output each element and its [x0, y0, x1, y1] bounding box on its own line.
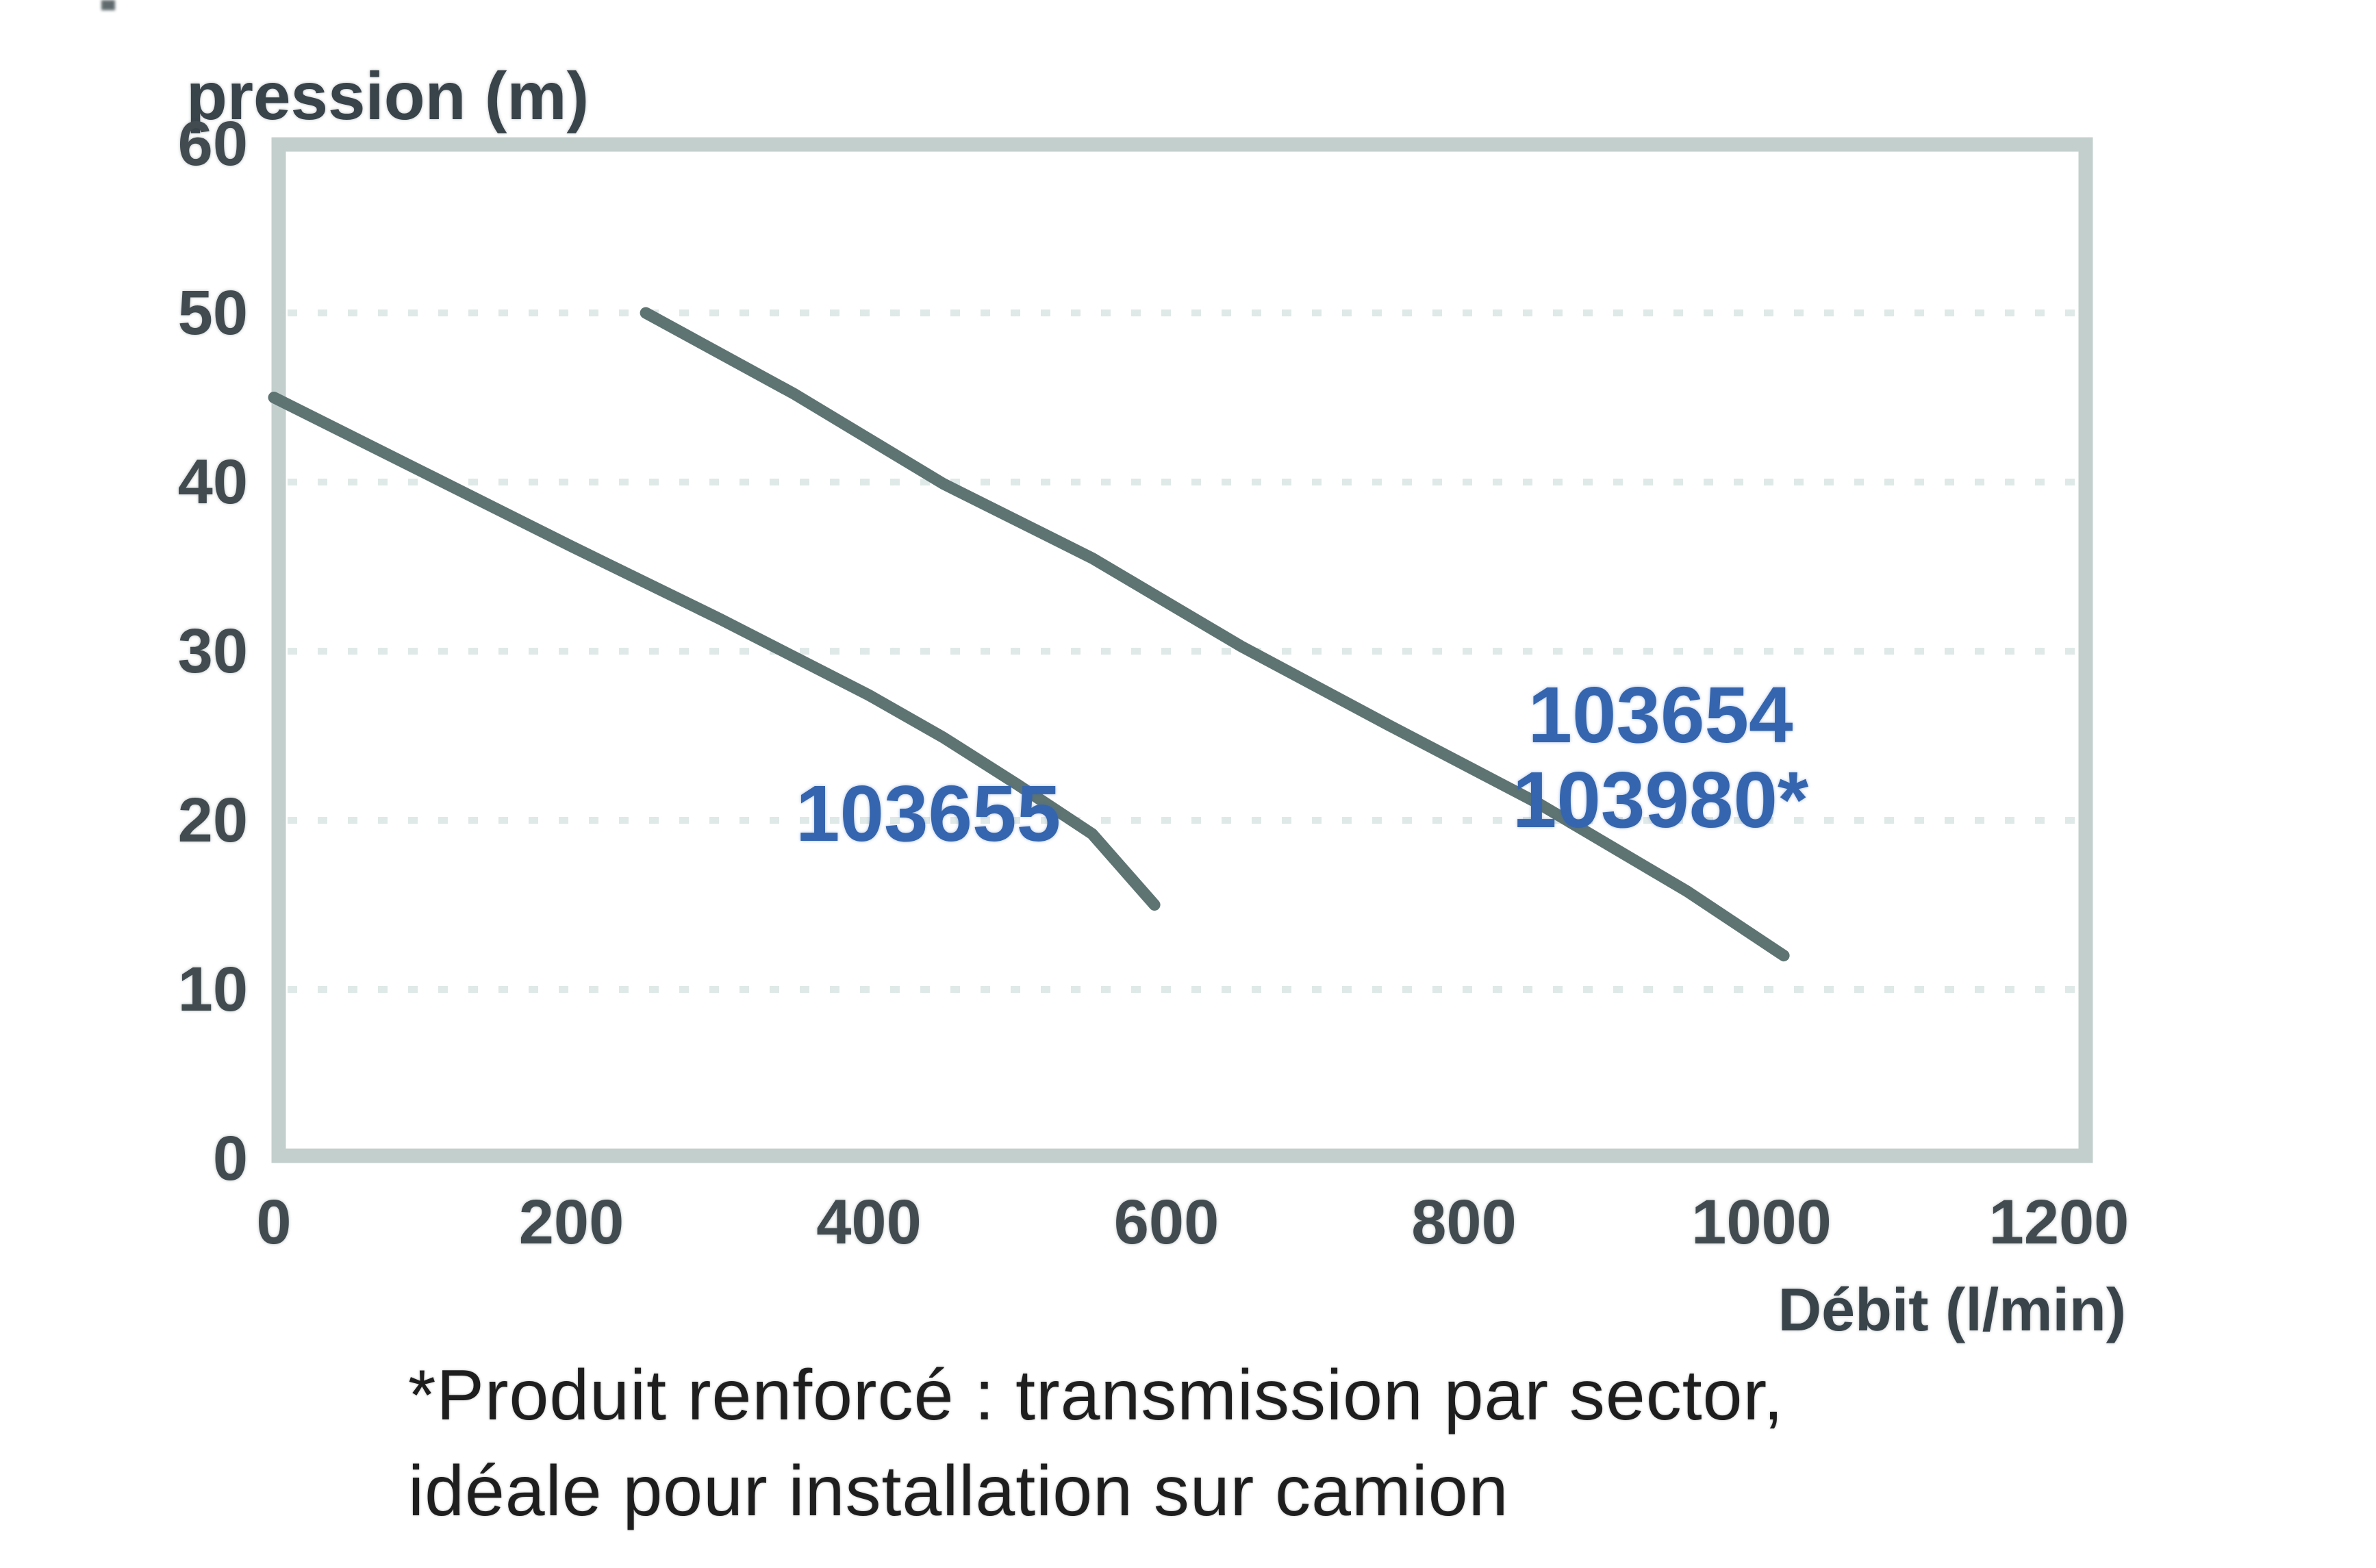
series-label-103654-103980: 103654 103980* [1503, 672, 1818, 842]
y-tick-label: 60 [177, 109, 248, 179]
x-tick-label: 1000 [1691, 1187, 1832, 1257]
y-tick-label: 20 [177, 785, 248, 855]
x-axis-title: Débit (l/min) [1778, 1276, 2126, 1343]
performance-curves [268, 307, 1790, 962]
y-tick-label: 10 [177, 954, 248, 1024]
horizontal-gridlines [288, 309, 2078, 993]
cropped-text-artifact [101, 0, 115, 10]
x-tick-label: 600 [1113, 1187, 1219, 1257]
curve-103654-103980- [640, 307, 1790, 962]
x-tick-label: 0 [256, 1187, 292, 1257]
y-tick-label: 0 [212, 1124, 248, 1193]
series-label-103655: 103655 [796, 769, 1061, 858]
footnote-line-1: *Produit renforcé : transmission par sec… [408, 1356, 1784, 1435]
series-label-line-103654: 103654 [1528, 670, 1793, 759]
y-tick-label: 50 [177, 278, 248, 348]
series-label-line-103980: 103980* [1512, 755, 1809, 844]
x-tick-label: 400 [816, 1187, 922, 1257]
footnote-line-2: idéale pour installation sur camion [408, 1452, 1509, 1531]
x-tick-label: 1200 [1988, 1187, 2129, 1257]
curve-103655 [268, 392, 1161, 911]
x-tick-label: 800 [1411, 1187, 1517, 1257]
x-tick-label: 200 [518, 1187, 624, 1257]
y-axis-title: pression (m) [186, 58, 590, 134]
y-tick-label: 40 [177, 447, 248, 517]
y-tick-label: 30 [177, 616, 248, 686]
plot-frame [271, 137, 2093, 1163]
footnote: *Produit renforcé : transmission par sec… [408, 1348, 1784, 1539]
